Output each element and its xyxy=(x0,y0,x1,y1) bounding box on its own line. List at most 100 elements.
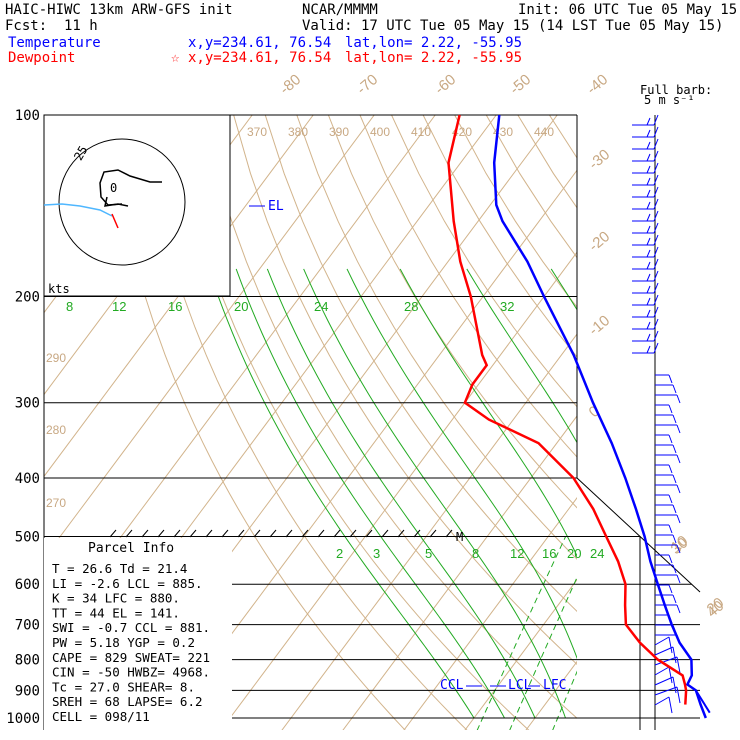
wind-panel-units: 5 m s⁻¹ xyxy=(644,93,695,107)
dry-adiabat-line xyxy=(201,115,577,719)
moist-adiabat-line xyxy=(266,268,536,719)
hodograph-units: kts xyxy=(48,282,70,296)
wind-barb-flag xyxy=(653,318,659,330)
theta-e-label: 400 xyxy=(370,125,390,139)
wind-barb-flag xyxy=(672,384,677,394)
mixing-ratio-label: 20 xyxy=(567,546,581,561)
isotherm-line xyxy=(44,115,314,478)
pressure-tick-label: 900 xyxy=(15,683,40,699)
isotherm-line xyxy=(44,115,375,560)
wind-barb-flag xyxy=(668,374,673,384)
wind-barb-flag xyxy=(676,394,681,404)
wind-barb-flag xyxy=(672,504,677,514)
dry-adiabat-line xyxy=(106,115,406,730)
moist-adiabat-line xyxy=(303,268,566,719)
dry-adiabat-label: 280 xyxy=(46,423,66,437)
wind-barb-flag xyxy=(668,494,673,504)
dry-adiabat-line xyxy=(644,115,740,731)
wind-barb-flag xyxy=(646,237,651,246)
wind-barb-flag xyxy=(668,524,673,534)
wind-barb-flag xyxy=(653,138,659,150)
dry-adiabat-line xyxy=(391,115,577,408)
wind-barb-flag xyxy=(653,330,659,342)
wind-barb-flag xyxy=(646,297,651,306)
pressure-tick-label: 500 xyxy=(15,529,40,545)
mixing-ratio-label: 8 xyxy=(472,546,479,561)
freezing-level-hatch xyxy=(429,529,437,538)
mixing-ratio-label: 12 xyxy=(510,546,524,561)
freezing-level-hatch xyxy=(253,529,261,538)
wind-barb-flag xyxy=(676,574,681,584)
wind-barb-flag xyxy=(646,129,651,138)
isotherm-line xyxy=(44,115,253,396)
wind-barb-flag xyxy=(672,594,677,604)
freezing-level-hatch xyxy=(349,529,357,538)
wind-barb-flag xyxy=(668,464,673,474)
pressure-tick-label: 100 xyxy=(15,108,40,124)
theta-e-label: 440 xyxy=(534,125,554,139)
wind-barb-flag xyxy=(653,234,659,246)
isotherm-line xyxy=(220,251,577,730)
mixing-ratio-label: 16 xyxy=(542,546,556,561)
wind-barb-flag xyxy=(646,141,651,150)
moist-adiabat-line xyxy=(466,268,577,444)
dry-adiabat-line xyxy=(138,115,468,730)
isotherm-line xyxy=(281,333,577,730)
wind-barb-flag xyxy=(653,186,659,198)
wind-barb-flag xyxy=(653,198,659,210)
mixing-ratio-line xyxy=(659,536,733,730)
lfc-marker: LFC xyxy=(543,678,566,693)
theta-e-label: 390 xyxy=(329,125,349,139)
mixing-ratio-line xyxy=(552,670,577,730)
org-label: NCAR/MMMM xyxy=(302,2,378,18)
freezing-level-hatch xyxy=(269,529,277,538)
wind-barb-flag xyxy=(676,604,681,614)
wind-barb-flag xyxy=(668,696,673,714)
mixing-ratio-line xyxy=(700,536,740,730)
moist-adiabat-line xyxy=(235,268,505,719)
dewpoint-trace xyxy=(447,114,688,705)
isotherm-label: -40 xyxy=(584,71,612,98)
moist-adiabat-line xyxy=(550,268,577,311)
pressure-axis-labels: 100 200 300 400 500 600 700 800 900 1000 xyxy=(6,108,40,727)
isotherm-label: 30 xyxy=(668,534,692,558)
wind-panel-title: Full barb: xyxy=(640,83,712,97)
hodograph: 25 0 kts xyxy=(43,114,231,297)
ccl-marker: CCL xyxy=(440,678,464,693)
wind-barb xyxy=(654,656,678,666)
wind-barb-flag xyxy=(672,474,677,484)
freezing-level-hatch xyxy=(141,529,149,538)
wind-barb-flag xyxy=(653,210,659,222)
wind-barb-flag xyxy=(672,444,677,454)
moist-adiabat-label: 20 xyxy=(234,299,248,314)
legend-temperature-latlon: lat,lon= 2.22, -55.95 xyxy=(345,35,522,51)
freezing-level-hatch xyxy=(317,529,325,538)
wind-barb-flag xyxy=(653,246,659,258)
parcel-info-box: Parcel Info T = 26.6 Td = 21.4LI = -2.6 … xyxy=(44,538,232,730)
wind-barb-flag xyxy=(646,309,651,318)
wind-barb-flag xyxy=(676,686,681,704)
isotherm-line xyxy=(525,660,577,730)
dry-adiabat-line xyxy=(581,115,740,731)
wind-barb-flag xyxy=(676,424,681,434)
pressure-tick-label: 400 xyxy=(15,471,40,487)
dry-adiabat-line xyxy=(359,115,577,458)
isotherm-label: -50 xyxy=(507,71,535,98)
moist-adiabat-line xyxy=(208,268,475,719)
freezing-level-hatch xyxy=(173,529,181,538)
pressure-tick-label: 1000 xyxy=(6,711,40,727)
moist-adiabat-label: 32 xyxy=(500,299,514,314)
mixing-ratio-label: 5 xyxy=(425,546,432,561)
wind-barb xyxy=(654,686,678,696)
moist-adiabat-label: 24 xyxy=(314,299,328,314)
m-marker: M xyxy=(456,530,463,544)
freezing-level-hatch xyxy=(333,529,341,538)
mixing-ratio-line xyxy=(509,576,577,730)
wind-barb-flag xyxy=(672,414,677,424)
wind-barb-flag xyxy=(646,225,651,234)
wind-barb-panel xyxy=(576,115,701,730)
dry-adiabat-line xyxy=(296,115,577,560)
moist-adiabat-label: 16 xyxy=(168,299,182,314)
wind-barb xyxy=(654,676,674,686)
mixing-ratio-label: 3 xyxy=(373,546,380,561)
